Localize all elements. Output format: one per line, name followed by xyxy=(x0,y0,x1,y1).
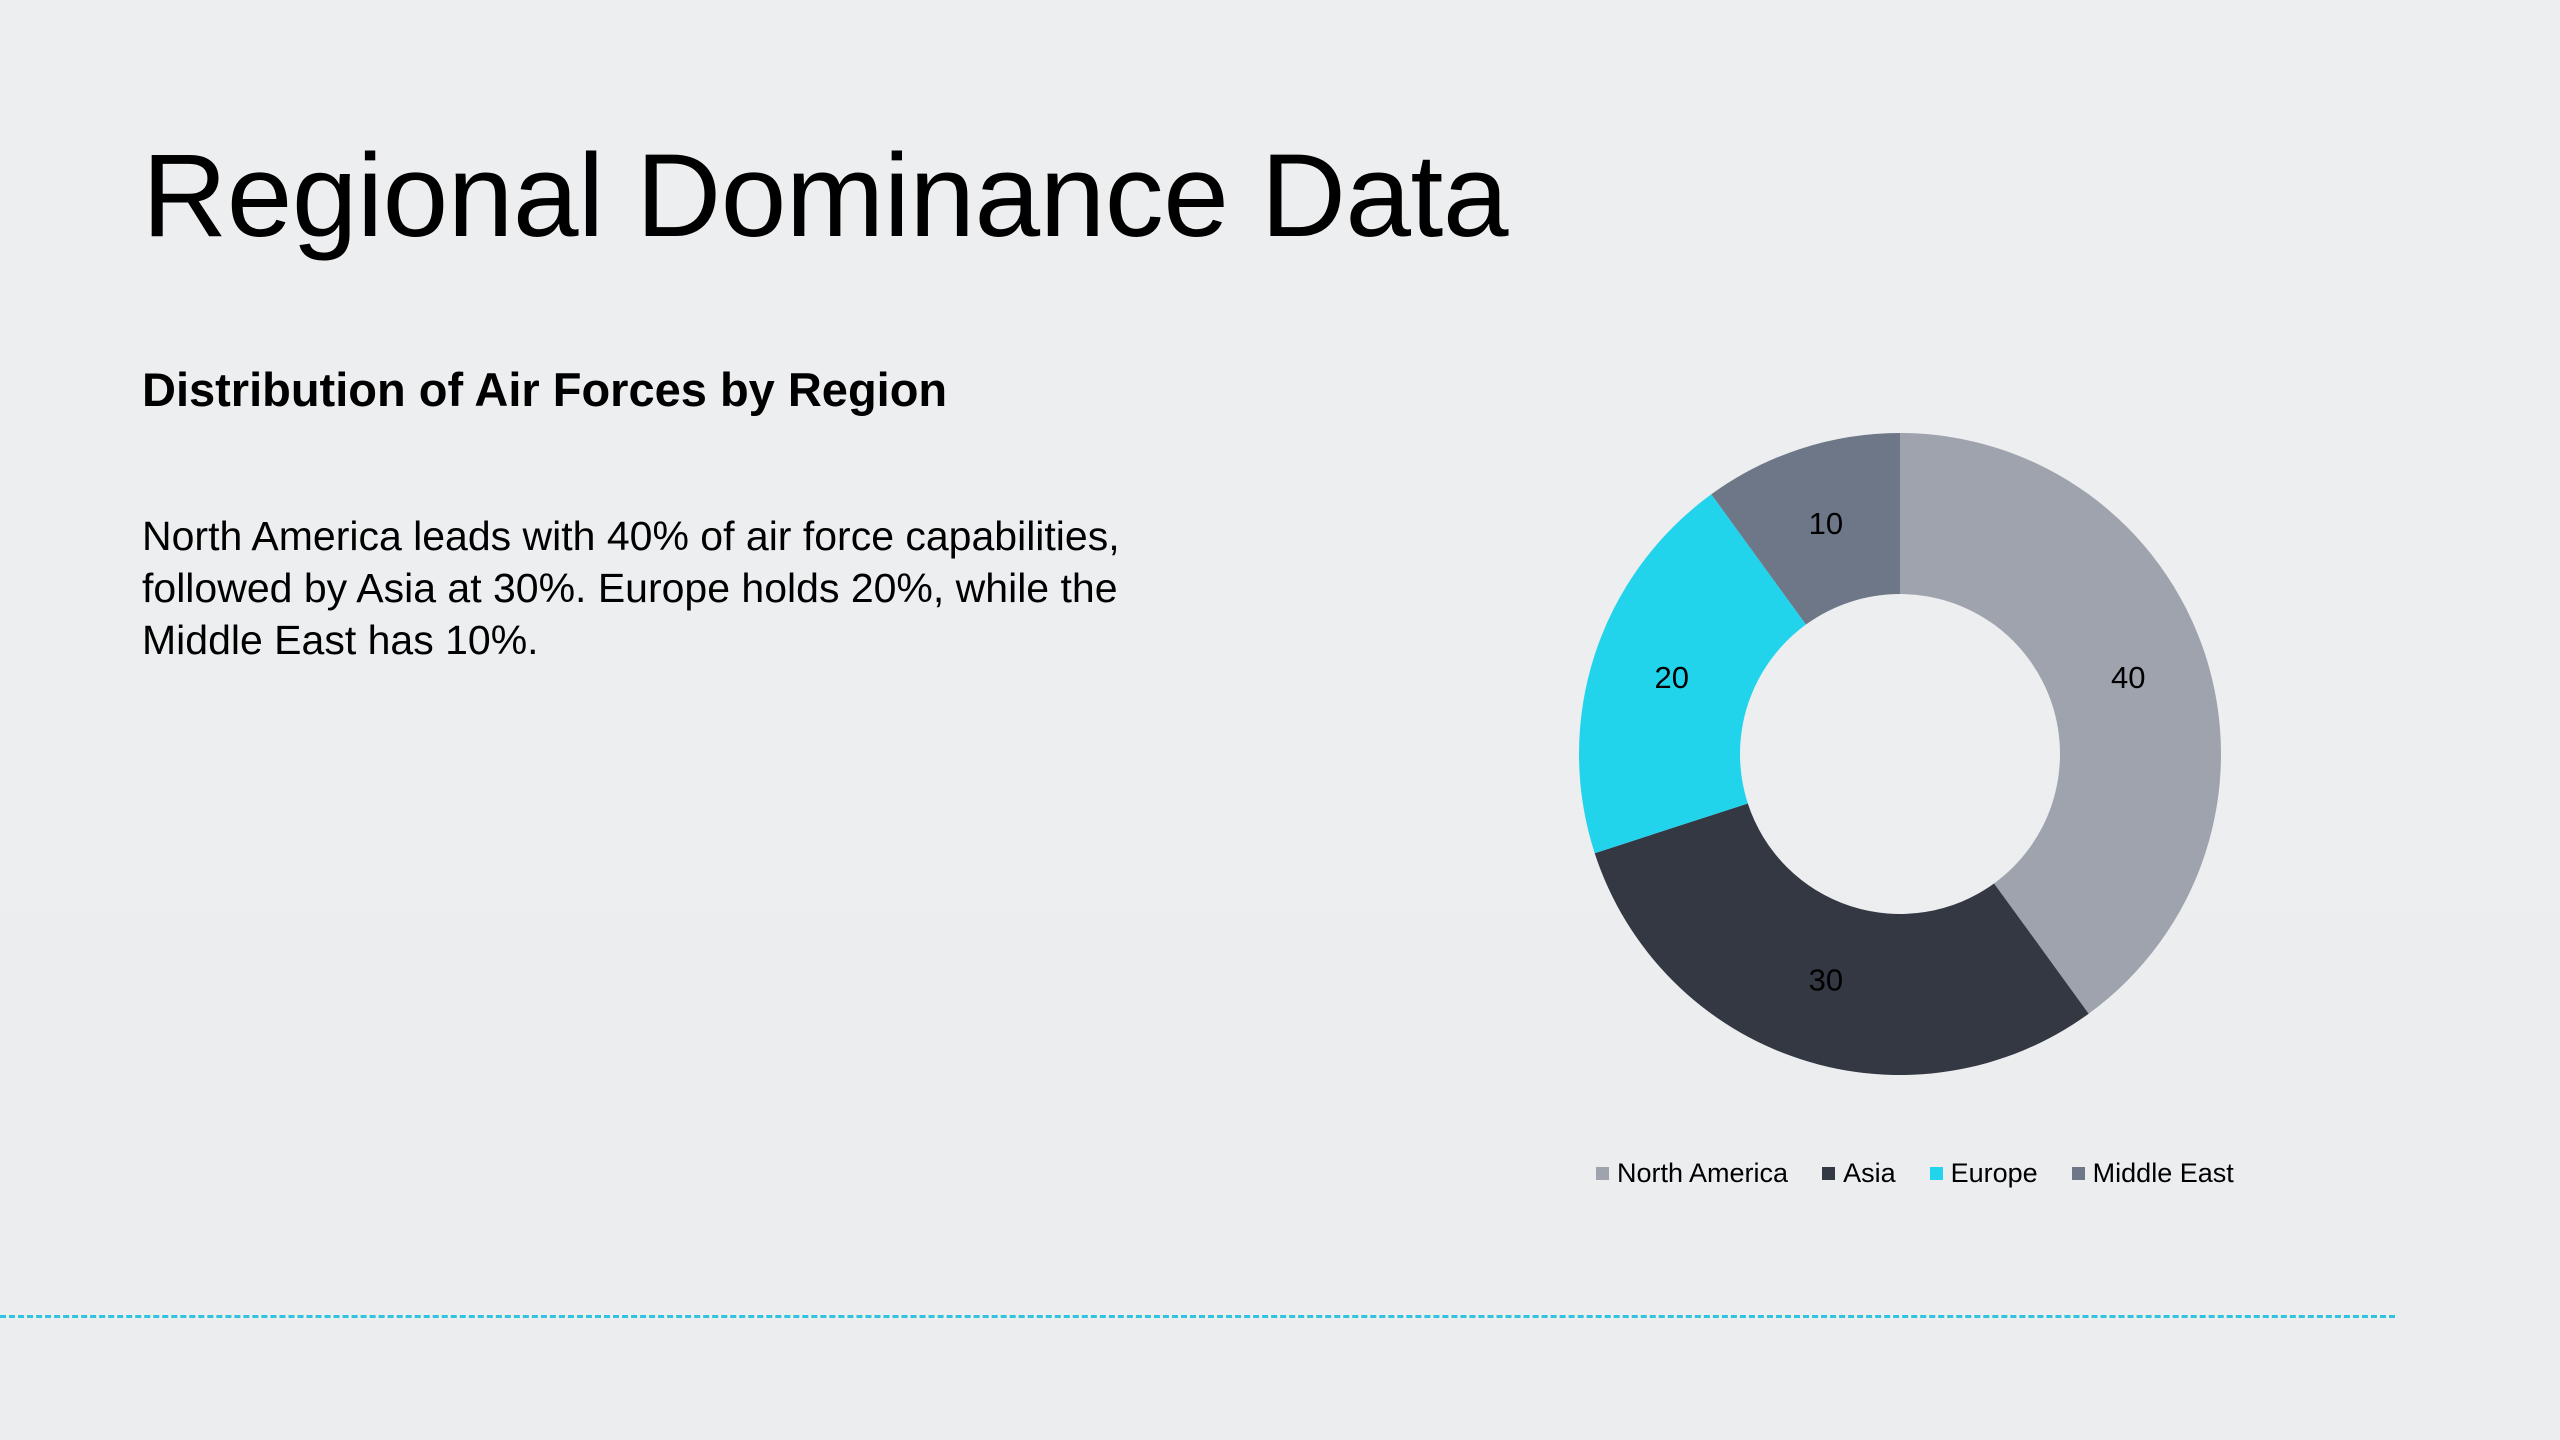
donut-slice-asia xyxy=(1594,803,2089,1075)
chart-legend: North America Asia Europe Middle East xyxy=(1596,1158,2234,1189)
slide-body-text: North America leads with 40% of air forc… xyxy=(142,513,1120,663)
donut-chart-svg: 40 30 20 10 xyxy=(1579,433,2221,1075)
donut-slice-north-america xyxy=(1900,433,2221,1014)
legend-item-europe: Europe xyxy=(1929,1158,2038,1189)
data-label-asia: 30 xyxy=(1809,962,1843,997)
donut-slice-europe xyxy=(1579,494,1806,854)
slide-title: Regional Dominance Data xyxy=(142,130,1508,262)
donut-chart: 40 30 20 10 xyxy=(1500,380,2400,1220)
legend-item-north-america: North America xyxy=(1596,1158,1788,1189)
legend-label-asia: Asia xyxy=(1843,1158,1896,1188)
dashed-divider xyxy=(0,1315,2395,1318)
legend-item-middle-east: Middle East xyxy=(2071,1158,2234,1189)
legend-swatch-middle-east xyxy=(2071,1167,2085,1180)
legend-label-europe: Europe xyxy=(1950,1158,2038,1188)
legend-swatch-asia xyxy=(1822,1167,1836,1180)
chart-subtitle: Distribution of Air Forces by Region xyxy=(142,363,948,416)
data-label-europe: 20 xyxy=(1655,660,1689,695)
legend-swatch-north-america xyxy=(1596,1167,1609,1180)
donut-slice-middle-east xyxy=(1711,433,1900,625)
legend-label-north-america: North America xyxy=(1617,1158,1789,1188)
legend-label-middle-east: Middle East xyxy=(2092,1158,2234,1188)
data-label-north-america: 40 xyxy=(2111,660,2145,695)
legend-swatch-europe xyxy=(1929,1167,1943,1180)
data-label-middle-east: 10 xyxy=(1809,506,1843,541)
legend-item-asia: Asia xyxy=(1822,1158,1896,1189)
